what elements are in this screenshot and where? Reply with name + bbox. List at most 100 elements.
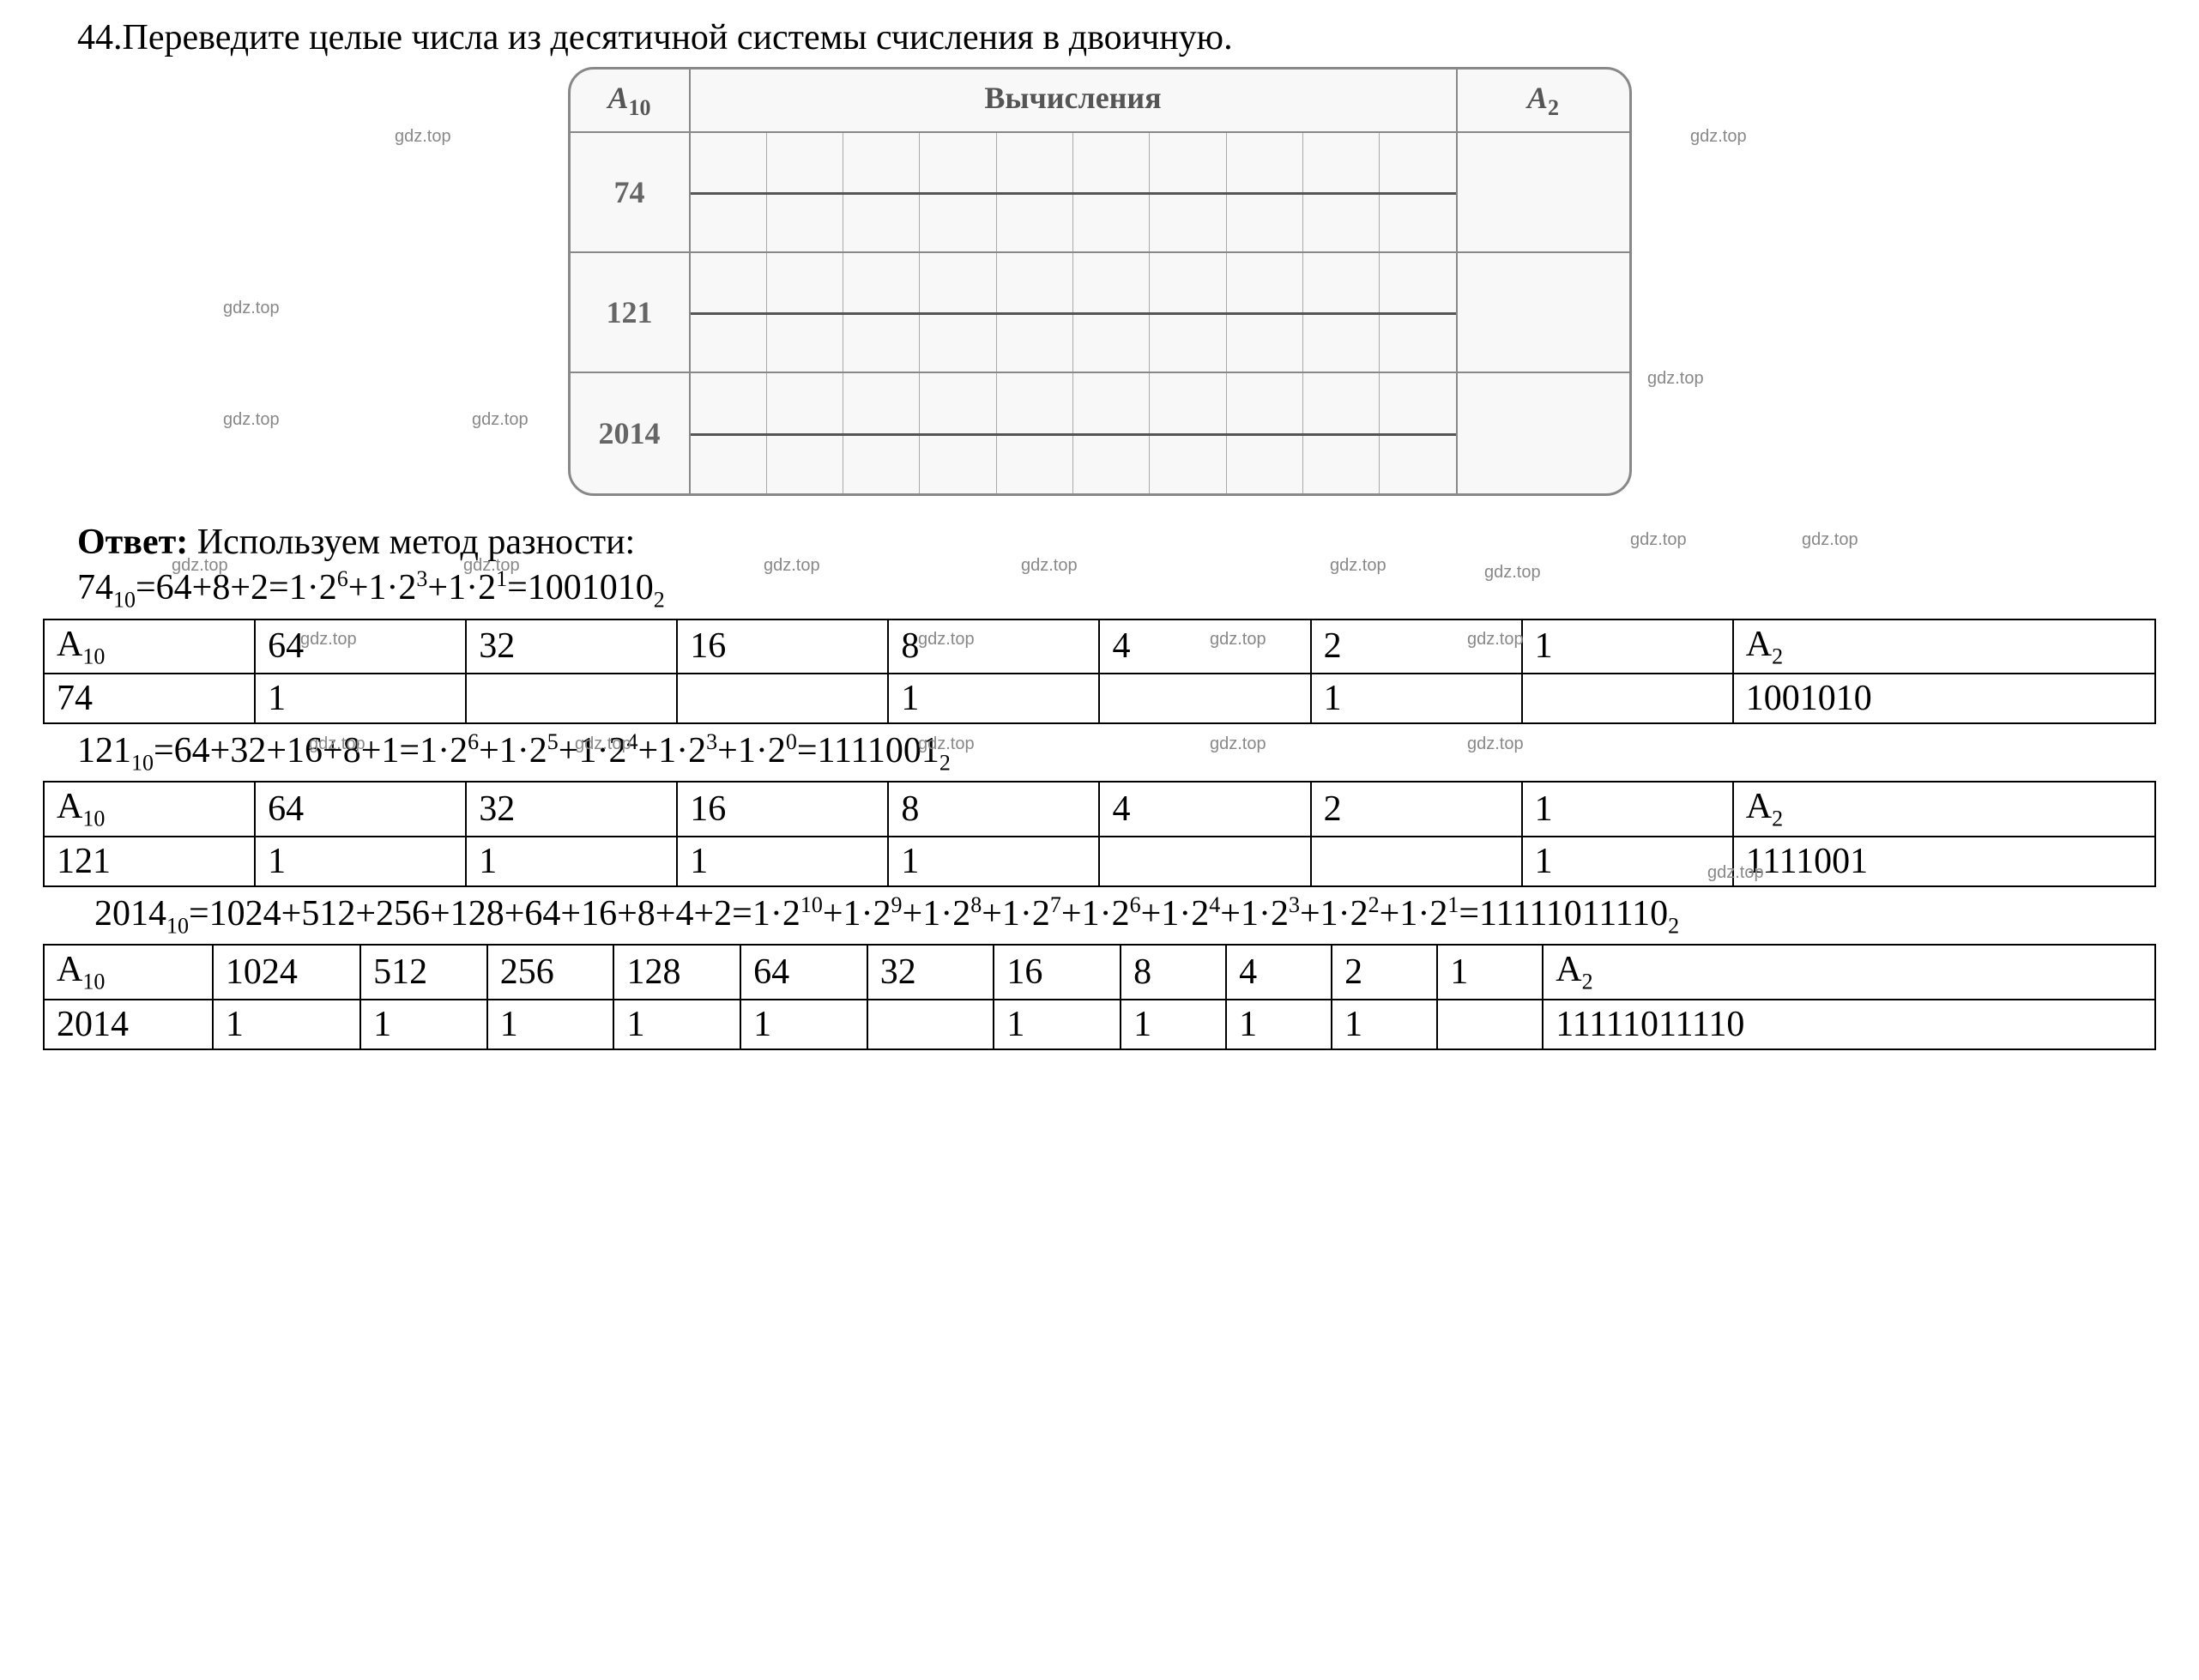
- table-cell: 1: [1226, 1000, 1332, 1049]
- watermark: gdz.top: [1690, 127, 1747, 147]
- table-cell: 2: [1311, 782, 1522, 836]
- worksheet-body: 741212014: [571, 133, 1629, 493]
- table-cell: 1: [888, 674, 1099, 723]
- worksheet-container: A10 Вычисления A2 741212014: [568, 67, 1632, 496]
- task-text: Переведите целые числа из десятичной сис…: [123, 18, 1233, 57]
- table-cell: 8: [888, 782, 1099, 836]
- table-cell: [1099, 837, 1310, 886]
- table-row: 121111111111001: [44, 837, 2155, 886]
- table-cell: 1111001: [1733, 837, 2155, 886]
- table-cell: 2014: [44, 1000, 213, 1049]
- table-row: 201411111111111111011110: [44, 1000, 2155, 1049]
- table-row: A106432168421A2: [44, 619, 2155, 674]
- table-cell: A10: [44, 619, 255, 674]
- worksheet-header: A10 Вычисления A2: [571, 69, 1629, 133]
- table-cell: 1: [255, 837, 466, 886]
- task-title: 44.Переведите целые числа из десятичной …: [26, 17, 2173, 58]
- table-cell: [466, 674, 677, 723]
- result-table: A1010245122561286432168421A2201411111111…: [43, 944, 2156, 1049]
- table-cell: 1: [1522, 782, 1733, 836]
- header-a10: A10: [571, 69, 691, 131]
- table-cell: 512: [360, 945, 487, 999]
- table-row: A1010245122561286432168421A2: [44, 945, 2155, 999]
- table-cell: 121: [44, 837, 255, 886]
- table-cell: 8: [1121, 945, 1226, 999]
- answer-label-text: Используем метод разности:: [188, 523, 635, 562]
- worksheet: A10 Вычисления A2 741212014: [568, 67, 1632, 496]
- table-cell: [1311, 837, 1522, 886]
- table-cell: 1: [487, 1000, 614, 1049]
- table-cell: A10: [44, 782, 255, 836]
- worksheet-grid: [691, 373, 1458, 493]
- table-cell: 2: [1311, 619, 1522, 674]
- table-cell: 1: [1332, 1000, 1437, 1049]
- answer-section: Ответ: Используем метод разности: gdz.to…: [26, 522, 2173, 1049]
- table-cell: A10: [44, 945, 213, 999]
- table-row: A106432168421A2: [44, 782, 2155, 836]
- table-cell: 8: [888, 619, 1099, 674]
- table-cell: 11111011110: [1543, 1000, 2155, 1049]
- table-row: 741111001010: [44, 674, 2155, 723]
- table-cell: 16: [677, 782, 888, 836]
- table-cell: 1: [360, 1000, 487, 1049]
- table-cell: 32: [466, 782, 677, 836]
- table-cell: 64: [740, 945, 867, 999]
- table-cell: 4: [1226, 945, 1332, 999]
- worksheet-row: 121: [571, 253, 1629, 373]
- answer-label: Ответ: Используем метод разности:: [26, 522, 2173, 563]
- worksheet-a10-cell: 74: [571, 133, 691, 251]
- watermark: gdz.top: [223, 299, 280, 318]
- table-cell: A2: [1733, 782, 2155, 836]
- task-number: 44.: [77, 18, 123, 57]
- worksheet-a10-cell: 2014: [571, 373, 691, 493]
- table-cell: 1: [888, 837, 1099, 886]
- table-cell: A2: [1733, 619, 2155, 674]
- table-cell: 1: [740, 1000, 867, 1049]
- worksheet-row: 74: [571, 133, 1629, 253]
- worksheet-grid: [691, 133, 1458, 251]
- watermark: gdz.top: [395, 127, 451, 147]
- table-cell: 16: [994, 945, 1121, 999]
- worksheet-a2-cell: [1458, 373, 1629, 493]
- formula: 7410=64+8+2=1·26+1·23+1·21=10010102: [26, 566, 2173, 613]
- table-cell: 4: [1099, 619, 1310, 674]
- table-cell: 1: [213, 1000, 360, 1049]
- table-cell: 1001010: [1733, 674, 2155, 723]
- table-cell: 32: [466, 619, 677, 674]
- table-cell: A2: [1543, 945, 2155, 999]
- header-calc: Вычисления: [691, 69, 1458, 131]
- worksheet-row: 2014: [571, 373, 1629, 493]
- table-cell: [1437, 1000, 1543, 1049]
- table-cell: 1: [255, 674, 466, 723]
- table-cell: 1: [1121, 1000, 1226, 1049]
- table-cell: 1: [613, 1000, 740, 1049]
- table-cell: 128: [613, 945, 740, 999]
- table-cell: 1: [994, 1000, 1121, 1049]
- watermark: gdz.top: [223, 410, 280, 430]
- table-cell: 74: [44, 674, 255, 723]
- worksheet-a10-cell: 121: [571, 253, 691, 372]
- table-cell: 64: [255, 782, 466, 836]
- table-cell: 2: [1332, 945, 1437, 999]
- answer-label-bold: Ответ:: [77, 523, 188, 562]
- worksheet-a2-cell: [1458, 253, 1629, 372]
- worksheet-a2-cell: [1458, 133, 1629, 251]
- table-cell: 32: [867, 945, 994, 999]
- table-cell: [1099, 674, 1310, 723]
- result-table: A106432168421A2121111111111001: [43, 781, 2156, 886]
- table-cell: 64: [255, 619, 466, 674]
- worksheet-grid: [691, 253, 1458, 372]
- answer-items: 7410=64+8+2=1·26+1·23+1·21=10010102A1064…: [26, 566, 2173, 1049]
- table-cell: 1: [1522, 837, 1733, 886]
- table-cell: 1: [1522, 619, 1733, 674]
- table-cell: 1: [1311, 674, 1522, 723]
- header-a2: A2: [1458, 69, 1629, 131]
- table-cell: 1: [1437, 945, 1543, 999]
- table-cell: [677, 674, 888, 723]
- table-cell: [867, 1000, 994, 1049]
- watermark: gdz.top: [472, 410, 529, 430]
- table-cell: [1522, 674, 1733, 723]
- table-cell: 16: [677, 619, 888, 674]
- table-cell: 256: [487, 945, 614, 999]
- table-cell: 1: [677, 837, 888, 886]
